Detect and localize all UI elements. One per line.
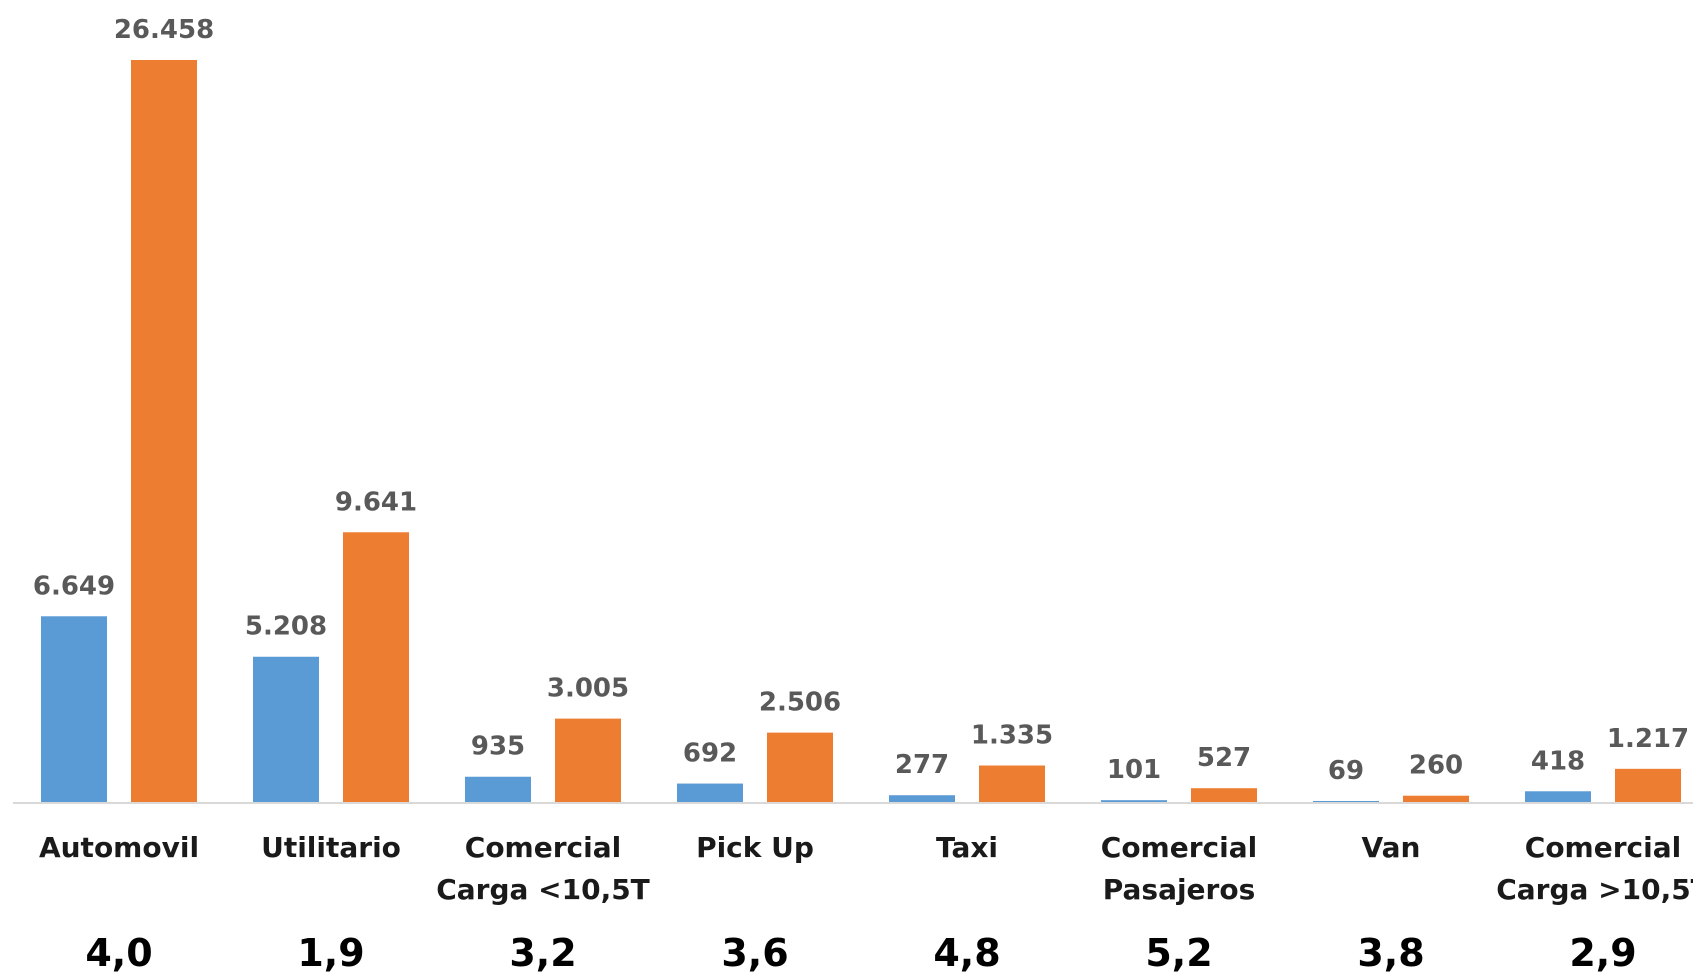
category-label-4-line1: Taxi: [936, 831, 998, 864]
bar-series2-6: [1403, 795, 1469, 803]
bar-series1-7: [1525, 791, 1591, 803]
category-label-1-line1: Utilitario: [261, 831, 401, 864]
row-value-1: 1,9: [297, 931, 364, 974]
category-labels-layer: Automovil Utilitario Comercial Carga <10,5T…: [39, 831, 1693, 906]
data-label-series1-2: 935: [471, 732, 525, 762]
data-label-series2-1: 9.641: [335, 487, 417, 517]
bar-series2-0: [131, 60, 197, 803]
row-value-3: 3,6: [721, 931, 788, 974]
category-label-6-line1: Van: [1362, 831, 1421, 864]
data-label-series2-2: 3.005: [547, 674, 629, 704]
data-label-series1-3: 692: [683, 739, 737, 769]
category-label-5-line2: Pasajeros: [1103, 873, 1256, 906]
category-label-7-line1: Comercial: [1525, 831, 1681, 864]
category-label-2-line2: Carga <10,5T: [436, 873, 650, 906]
category-label-5-line1: Comercial: [1101, 831, 1257, 864]
data-label-series2-3: 2.506: [759, 688, 841, 718]
data-label-series1-4: 277: [895, 750, 949, 780]
bar-series2-2: [555, 718, 621, 803]
category-label-7-line2: Carga >10,5T: [1496, 873, 1693, 906]
data-label-series2-5: 527: [1197, 743, 1251, 773]
bar-series1-2: [465, 776, 531, 803]
row-value-6: 3,8: [1357, 931, 1424, 974]
bar-series2-1: [343, 532, 409, 803]
bar-series2-4: [979, 765, 1045, 803]
row-value-4: 4,8: [933, 931, 1000, 974]
data-label-series1-1: 5.208: [245, 612, 327, 642]
data-label-series1-0: 6.649: [33, 571, 115, 601]
data-label-series2-0: 26.458: [114, 15, 214, 45]
category-label-0-line1: Automovil: [39, 831, 199, 864]
category-label-3-line1: Pick Up: [696, 831, 814, 864]
data-label-series2-4: 1.335: [971, 721, 1053, 751]
bar-series2-3: [767, 732, 833, 803]
bar-series1-3: [677, 783, 743, 803]
bar-series1-4: [889, 795, 955, 803]
bars-layer: [41, 60, 1681, 803]
bar-series1-1: [253, 656, 319, 803]
data-label-series1-7: 418: [1531, 746, 1585, 776]
bar-series2-5: [1191, 788, 1257, 803]
data-label-series2-7: 1.217: [1607, 724, 1689, 754]
category-label-2-line1: Comercial: [465, 831, 621, 864]
row-value-2: 3,2: [509, 931, 576, 974]
bar-series1-0: [41, 616, 107, 803]
value-labels-layer: 6.649 26.458 5.208 9.641 935 3.005 692 2.506 277…: [33, 15, 1689, 786]
data-label-series1-6: 69: [1328, 756, 1364, 786]
data-label-series1-5: 101: [1107, 755, 1161, 785]
bar-series1-5: [1101, 800, 1167, 803]
bar-series2-7: [1615, 768, 1681, 803]
row-value-0: 4,0: [85, 931, 152, 974]
row-value-5: 5,2: [1145, 931, 1212, 974]
data-label-series2-6: 260: [1409, 751, 1463, 781]
row-values-layer: 4,0 1,9 3,2 3,6 4,8 5,2 3,8 2,9: [85, 931, 1636, 974]
row-value-7: 2,9: [1569, 931, 1636, 974]
